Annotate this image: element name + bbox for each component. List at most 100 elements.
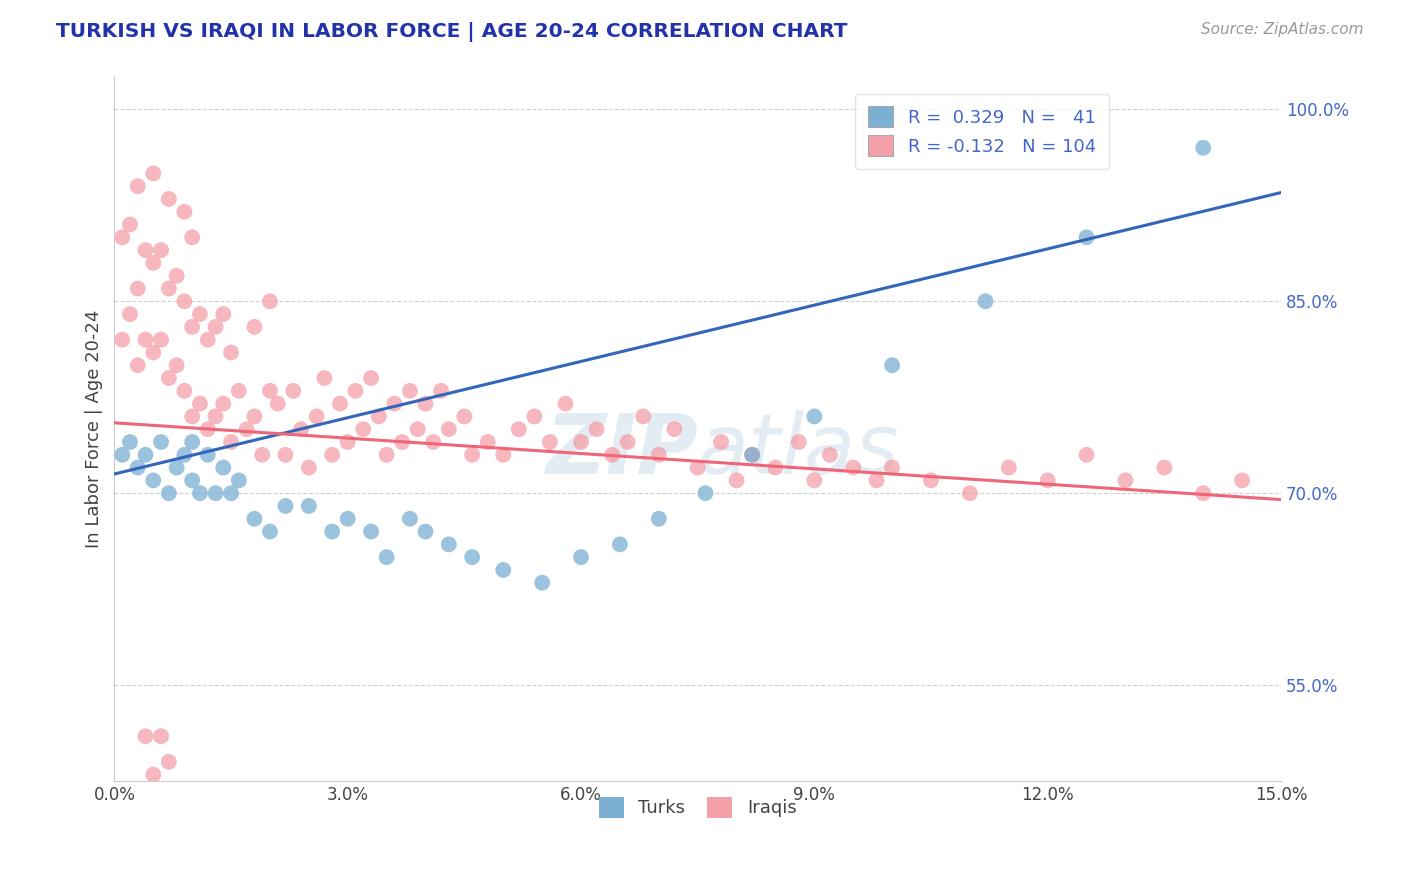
Point: [554, 397, 576, 411]
Point: [803, 409, 825, 424]
Point: [818, 448, 841, 462]
Point: [461, 448, 484, 462]
Point: [298, 499, 321, 513]
Point: [569, 435, 592, 450]
Point: [367, 409, 389, 424]
Point: [127, 281, 149, 295]
Point: [406, 422, 429, 436]
Point: [787, 435, 810, 450]
Point: [243, 319, 266, 334]
Point: [181, 474, 204, 488]
Point: [842, 460, 865, 475]
Point: [259, 524, 281, 539]
Point: [173, 384, 195, 398]
Point: [974, 294, 997, 309]
Point: [142, 345, 165, 359]
Point: [997, 460, 1019, 475]
Point: [1230, 474, 1253, 488]
Point: [352, 422, 374, 436]
Point: [290, 422, 312, 436]
Point: [111, 333, 134, 347]
Point: [461, 550, 484, 565]
Point: [142, 474, 165, 488]
Point: [111, 230, 134, 244]
Point: [142, 256, 165, 270]
Point: [228, 474, 250, 488]
Point: [664, 422, 686, 436]
Point: [415, 524, 437, 539]
Point: [391, 435, 413, 450]
Point: [157, 371, 180, 385]
Point: [382, 397, 405, 411]
Point: [118, 218, 141, 232]
Point: [274, 499, 297, 513]
Point: [142, 767, 165, 781]
Point: [173, 448, 195, 462]
Point: [157, 192, 180, 206]
Point: [235, 422, 257, 436]
Point: [243, 409, 266, 424]
Point: [243, 512, 266, 526]
Point: [1076, 448, 1098, 462]
Point: [181, 230, 204, 244]
Point: [1036, 474, 1059, 488]
Point: [197, 448, 219, 462]
Point: [267, 397, 290, 411]
Point: [197, 333, 219, 347]
Point: [648, 512, 671, 526]
Point: [181, 319, 204, 334]
Point: [360, 371, 382, 385]
Point: [298, 460, 321, 475]
Point: [150, 729, 173, 743]
Point: [1114, 474, 1136, 488]
Point: [492, 563, 515, 577]
Point: [686, 460, 709, 475]
Point: [134, 729, 156, 743]
Point: [336, 435, 359, 450]
Point: [1192, 141, 1215, 155]
Point: [134, 448, 156, 462]
Point: [633, 409, 655, 424]
Point: [118, 435, 141, 450]
Point: [865, 474, 887, 488]
Point: [882, 460, 904, 475]
Point: [157, 486, 180, 500]
Point: [585, 422, 607, 436]
Point: [616, 435, 638, 450]
Point: [204, 319, 226, 334]
Point: [437, 422, 460, 436]
Point: [1192, 486, 1215, 500]
Point: [523, 409, 546, 424]
Point: [166, 460, 188, 475]
Point: [250, 448, 273, 462]
Point: [1076, 230, 1098, 244]
Legend: Turks, Iraqis: Turks, Iraqis: [592, 789, 804, 825]
Point: [197, 422, 219, 436]
Point: [188, 397, 211, 411]
Point: [118, 307, 141, 321]
Point: [166, 268, 188, 283]
Point: [741, 448, 763, 462]
Point: [1153, 460, 1175, 475]
Y-axis label: In Labor Force | Age 20-24: In Labor Force | Age 20-24: [86, 310, 103, 549]
Point: [219, 486, 242, 500]
Point: [212, 460, 235, 475]
Point: [314, 371, 336, 385]
Point: [188, 486, 211, 500]
Point: [531, 575, 554, 590]
Point: [150, 435, 173, 450]
Point: [127, 358, 149, 372]
Point: [329, 397, 352, 411]
Point: [274, 448, 297, 462]
Point: [609, 537, 631, 551]
Point: [181, 435, 204, 450]
Point: [360, 524, 382, 539]
Point: [765, 460, 787, 475]
Point: [803, 474, 825, 488]
Point: [150, 333, 173, 347]
Text: ZIP: ZIP: [546, 409, 697, 491]
Point: [283, 384, 305, 398]
Point: [321, 448, 343, 462]
Point: [219, 345, 242, 359]
Point: [212, 307, 235, 321]
